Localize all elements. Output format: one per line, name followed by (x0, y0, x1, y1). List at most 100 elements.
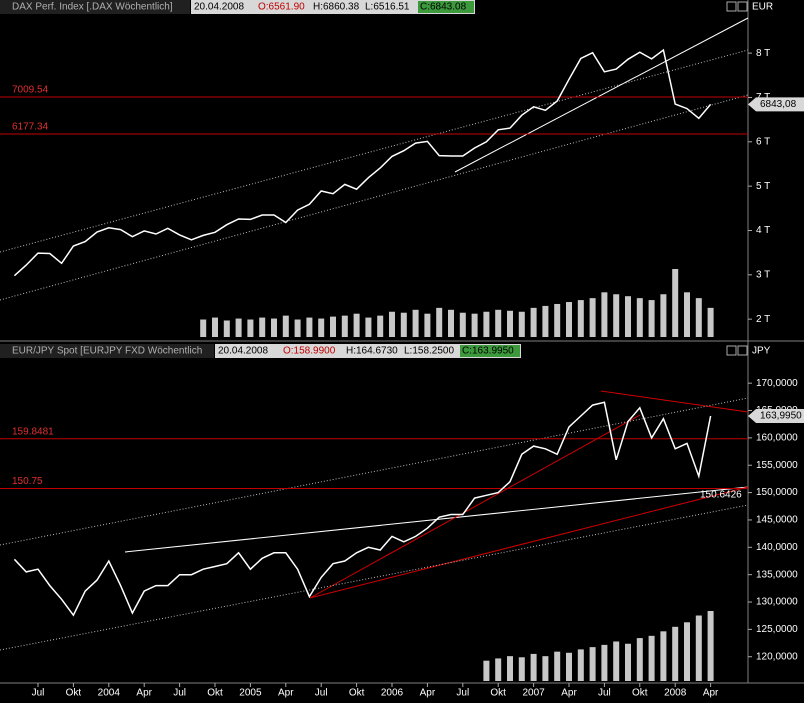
unit-label: JPY (752, 346, 771, 357)
volume-bar (695, 615, 702, 681)
volume-bar (400, 312, 407, 337)
x-tick-label: Apr (278, 688, 294, 699)
x-tick-label: Okt (207, 688, 223, 699)
volume-bar (636, 638, 643, 681)
x-tick-label: 2005 (239, 688, 262, 699)
volume-bar (471, 313, 478, 337)
volume-bar (707, 611, 714, 681)
window-button[interactable] (737, 1, 748, 12)
volume-bar (684, 292, 690, 337)
header-close: C:6843.08 (420, 2, 467, 13)
header-open: O:158.9900 (283, 346, 336, 357)
level-label: 6177.34 (12, 122, 49, 133)
volume-bar (424, 313, 431, 337)
volume-bar (459, 312, 466, 337)
price-line (13, 48, 712, 277)
volume-bar (483, 311, 490, 337)
header-date: 20.04.2008 (218, 346, 268, 357)
price-tag (748, 97, 804, 112)
price-tag (748, 409, 804, 424)
trendline (309, 486, 749, 599)
window-button[interactable] (737, 345, 748, 356)
volume-bar (648, 635, 655, 681)
x-tick-label: 2008 (664, 688, 687, 699)
y-tick-label: 6 T (756, 136, 770, 147)
y-tick-label: 150,0000 (756, 487, 798, 498)
volume-bar (589, 647, 596, 681)
trendline (454, 17, 749, 173)
y-tick-label: 120,0000 (756, 651, 798, 662)
y-tick-label: 3 T (756, 269, 770, 280)
volume-bar (660, 631, 667, 681)
level-label: 159.8481 (12, 426, 54, 437)
header-box (215, 344, 521, 358)
volume-bar (259, 317, 266, 337)
x-tick-label: Jul (598, 688, 611, 699)
price-tag-label: 6843,08 (760, 99, 797, 110)
volume-bar (684, 622, 690, 681)
volume-bar (625, 643, 631, 681)
x-tick-label: Jul (456, 688, 469, 699)
header-open: O:6561.90 (258, 2, 305, 13)
volume-bar (613, 641, 620, 681)
channel-line (0, 94, 749, 301)
volume-bar (613, 294, 620, 337)
y-tick-label: 155,0000 (756, 460, 798, 471)
volume-bar (518, 311, 525, 337)
volume-bar (306, 317, 313, 337)
channel-line (0, 49, 749, 253)
close-box (460, 345, 520, 357)
level-label: 7009.54 (12, 85, 49, 96)
volume-bar (200, 319, 207, 337)
volume-bar (341, 315, 348, 337)
window-button[interactable] (726, 1, 737, 12)
header-box (0, 0, 190, 14)
volume-bar (695, 298, 702, 337)
y-tick-label: 160,0000 (756, 433, 798, 444)
x-tick-label: Jul (315, 688, 328, 699)
y-tick-label: 135,0000 (756, 569, 798, 580)
x-tick-label: Jul (32, 688, 45, 699)
volume-bar (353, 313, 360, 337)
volume-bar (566, 652, 572, 681)
volume-bar (707, 307, 714, 337)
volume-bar (495, 658, 502, 681)
volume-bar (542, 656, 549, 681)
header-date: 20.04.2008 (194, 2, 244, 13)
volume-bar (389, 311, 395, 337)
y-tick-label: 2 T (756, 314, 770, 325)
header-box (191, 0, 475, 14)
volume-bar (235, 318, 242, 337)
level-label: 150.75 (12, 476, 43, 487)
channel-line (0, 504, 749, 651)
volume-bar (577, 649, 584, 681)
volume-bar (377, 315, 384, 337)
volume-bar (365, 317, 372, 337)
price-tag-label: 163,9950 (760, 411, 802, 422)
x-tick-label: Okt (632, 688, 648, 699)
volume-bar (648, 300, 655, 337)
volume-bar (507, 656, 513, 681)
header-title: EUR/JPY Spot [EURJPY FXD Wöchentlich (12, 346, 202, 357)
x-tick-label: Okt (490, 688, 506, 699)
window-button[interactable] (726, 345, 737, 356)
y-tick-label: 140,0000 (756, 542, 798, 553)
volume-bar (436, 307, 443, 337)
price-line (13, 401, 712, 617)
volume-bar (636, 298, 643, 337)
header-high: H:164.6730 (346, 346, 398, 357)
volume-bar (282, 315, 289, 337)
y-tick-label: 4 T (756, 225, 770, 236)
header-title: DAX Perf. Index [.DAX Wöchentlich] (12, 2, 173, 13)
volume-bar (212, 317, 218, 337)
x-tick-label: Apr (136, 688, 152, 699)
y-tick-label: 5 T (756, 181, 770, 192)
x-tick-label: Apr (561, 688, 577, 699)
trendline (309, 414, 641, 599)
volume-bar (601, 644, 608, 681)
y-tick-label: 125,0000 (756, 624, 798, 635)
volume-bar (495, 309, 502, 337)
x-tick-label: Okt (349, 688, 365, 699)
volume-bar (448, 309, 454, 337)
x-tick-label: Apr (420, 688, 436, 699)
